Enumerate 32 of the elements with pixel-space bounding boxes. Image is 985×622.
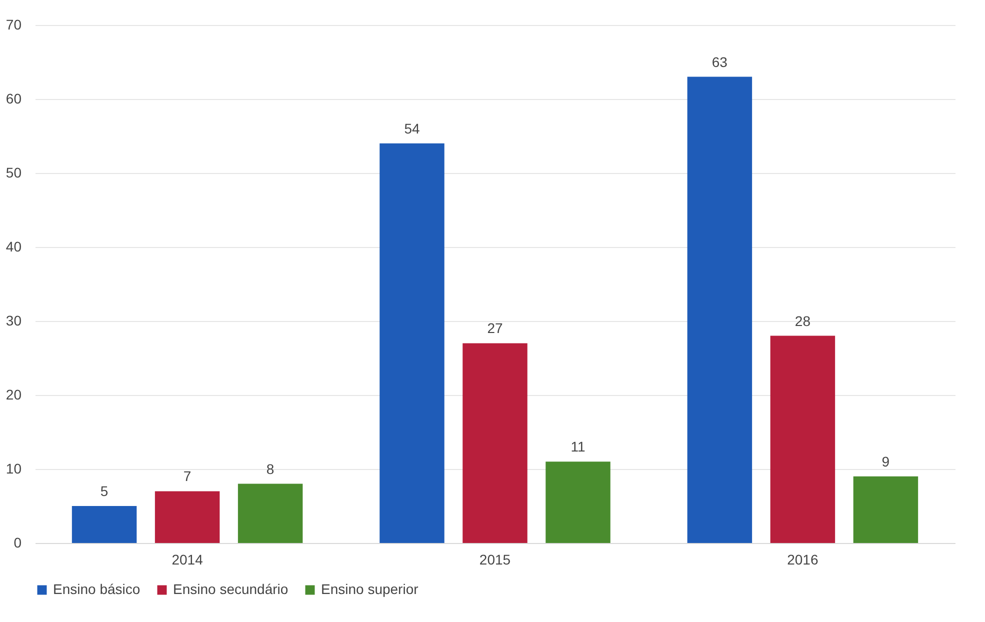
bar: [546, 462, 610, 543]
data-label: 9: [882, 453, 890, 470]
bar: [238, 484, 303, 543]
bar: [687, 76, 752, 543]
y-tick-label: 0: [14, 534, 22, 550]
data-label: 11: [570, 438, 586, 455]
data-label: 63: [712, 54, 728, 70]
x-tick-label: 2014: [172, 552, 204, 568]
y-tick-label: 10: [6, 460, 22, 476]
y-tick-label: 50: [6, 164, 22, 180]
data-label: 28: [794, 312, 811, 329]
data-label: 7: [183, 468, 192, 484]
legend-label: Ensino superior: [321, 581, 419, 597]
data-label: 8: [266, 460, 274, 477]
y-tick-label: 40: [6, 238, 22, 254]
bar: [72, 506, 137, 543]
y-tick-label: 60: [6, 90, 22, 106]
y-tick-label: 30: [6, 312, 22, 328]
legend-label: Ensino básico: [53, 581, 140, 597]
x-tick-label: 2016: [787, 552, 818, 568]
y-tick-label: 70: [6, 16, 22, 32]
bar: [462, 343, 528, 543]
y-tick-label: 20: [6, 386, 22, 402]
bar: [380, 143, 444, 543]
bar: [853, 476, 918, 543]
x-tick-label: 2015: [479, 552, 511, 568]
data-label: 54: [404, 120, 420, 136]
legend-label: Ensino secundário: [173, 581, 288, 597]
bar: [770, 336, 836, 543]
data-label: 5: [100, 483, 108, 499]
bar: [154, 491, 220, 543]
data-label: 27: [487, 320, 503, 336]
